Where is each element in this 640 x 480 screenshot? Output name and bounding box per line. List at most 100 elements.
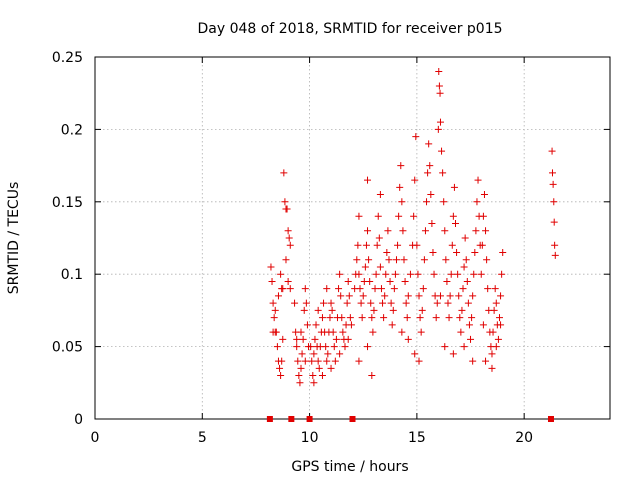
- data-point: [497, 321, 505, 329]
- data-point: [364, 343, 372, 351]
- data-point: [395, 212, 403, 220]
- data-point: [421, 227, 429, 235]
- data-point: [382, 270, 390, 278]
- y-axis-label: SRMTID / TECUs: [6, 182, 22, 295]
- data-point: [464, 299, 472, 307]
- data-point: [491, 285, 499, 293]
- data-point: [372, 270, 380, 278]
- data-point: [399, 227, 407, 235]
- data-point: [438, 147, 446, 155]
- data-point: [412, 133, 420, 141]
- data-point: [410, 212, 418, 220]
- data-point: [441, 227, 449, 235]
- data-point: [371, 285, 379, 293]
- data-point: [286, 241, 294, 249]
- data-point: [301, 357, 309, 365]
- data-point: [494, 335, 502, 343]
- data-point: [273, 343, 281, 351]
- data-point: [396, 183, 404, 191]
- data-point: [314, 306, 322, 314]
- y-tick-label: 0.15: [52, 195, 83, 211]
- x-tick-label: 0: [91, 430, 100, 446]
- data-point: [347, 321, 355, 329]
- data-point: [376, 263, 384, 271]
- data-point: [308, 357, 316, 365]
- data-point: [297, 364, 305, 372]
- data-point: [480, 191, 488, 199]
- x-tick-label: 15: [408, 430, 426, 446]
- data-point: [460, 263, 468, 271]
- data-point: [310, 379, 318, 387]
- data-point: [435, 67, 443, 75]
- data-point: [411, 176, 419, 184]
- data-point: [327, 364, 335, 372]
- data-point: [435, 82, 443, 90]
- data-point: [341, 343, 349, 351]
- data-point: [550, 218, 558, 226]
- data-point: [337, 292, 345, 300]
- data-point: [403, 314, 411, 322]
- data-point: [366, 277, 374, 285]
- data-point: [424, 169, 432, 177]
- data-point: [269, 299, 277, 307]
- y-tick-label: 0.05: [52, 340, 83, 356]
- data-point: [383, 248, 391, 256]
- data-point: [295, 372, 303, 380]
- data-point: [284, 227, 292, 235]
- data-point: [279, 285, 287, 293]
- data-point: [283, 205, 291, 213]
- data-point: [454, 270, 462, 278]
- data-point: [355, 212, 363, 220]
- data-point: [488, 364, 496, 372]
- data-point: [400, 256, 408, 264]
- data-point: [499, 248, 507, 256]
- data-point: [294, 357, 302, 365]
- y-tick-label: 0.25: [52, 50, 83, 66]
- x-axis-label: GPS time / hours: [291, 459, 408, 475]
- data-point: [452, 220, 459, 228]
- data-point: [478, 241, 486, 249]
- data-point: [463, 277, 471, 285]
- data-point: [436, 292, 444, 300]
- data-point: [432, 314, 440, 322]
- data-point: [426, 162, 434, 170]
- data-point: [322, 343, 330, 351]
- data-point: [373, 241, 381, 249]
- data-point: [332, 335, 340, 343]
- data-point: [329, 328, 337, 336]
- data-point: [469, 292, 477, 300]
- data-point: [392, 256, 400, 264]
- x-tick-label: 5: [198, 430, 207, 446]
- chart-title: Day 048 of 2018, SRMTID for receiver p01…: [197, 21, 502, 37]
- data-point: [401, 277, 409, 285]
- data-point: [353, 256, 361, 264]
- data-point: [549, 180, 557, 188]
- data-point: [440, 198, 448, 206]
- data-point: [315, 364, 323, 372]
- data-point: [344, 277, 352, 285]
- data-point: [267, 263, 275, 271]
- data-point: [323, 357, 331, 365]
- data-point: [428, 220, 436, 228]
- data-point: [280, 169, 288, 177]
- data-point: [447, 270, 455, 278]
- data-point: [276, 364, 284, 372]
- data-point: [402, 299, 410, 307]
- data-point: [404, 335, 412, 343]
- data-point: [274, 292, 282, 300]
- data-point: [307, 343, 315, 351]
- data-point: [320, 299, 328, 307]
- data-point: [346, 314, 354, 322]
- data-point: [384, 227, 392, 235]
- data-point: [385, 256, 393, 264]
- data-point: [467, 335, 475, 343]
- data-point: [293, 343, 301, 351]
- data-point: [312, 321, 320, 329]
- data-point: [479, 321, 487, 329]
- data-point: [281, 198, 289, 206]
- zero-marker: [288, 416, 295, 422]
- data-point: [490, 306, 498, 314]
- data-point: [420, 256, 428, 264]
- data-point: [324, 350, 332, 358]
- data-point: [379, 299, 387, 307]
